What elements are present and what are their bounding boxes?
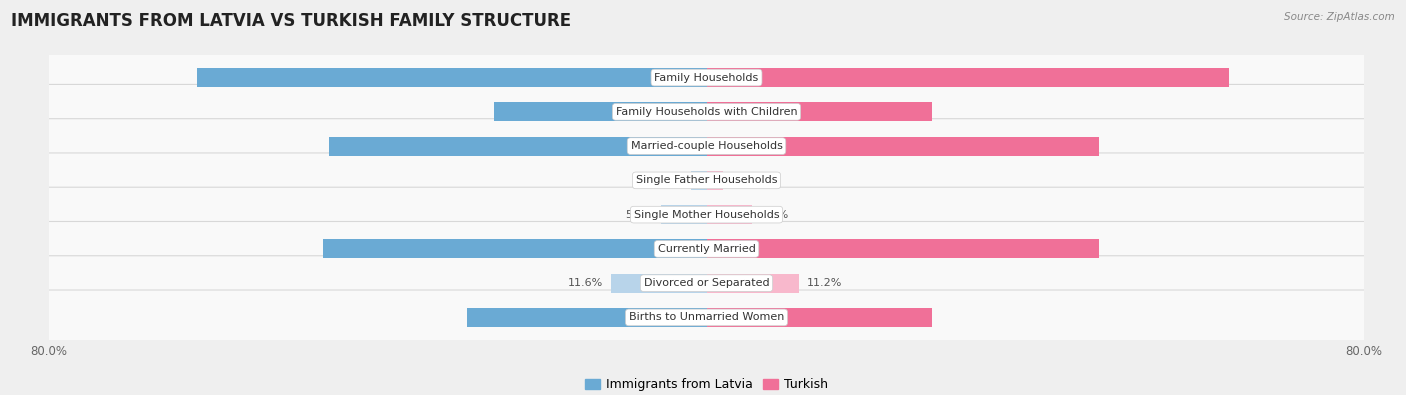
Bar <box>329 137 707 156</box>
Text: 47.8%: 47.8% <box>688 141 723 151</box>
Text: 47.8%: 47.8% <box>688 244 723 254</box>
Bar <box>707 274 799 293</box>
Bar <box>690 171 707 190</box>
Text: 63.6%: 63.6% <box>688 73 723 83</box>
Text: Source: ZipAtlas.com: Source: ZipAtlas.com <box>1284 12 1395 22</box>
Text: Currently Married: Currently Married <box>658 244 755 254</box>
Bar <box>707 102 932 121</box>
Text: 1.9%: 1.9% <box>654 175 683 185</box>
Text: Family Households with Children: Family Households with Children <box>616 107 797 117</box>
Text: 25.9%: 25.9% <box>690 107 725 117</box>
Text: Family Households: Family Households <box>654 73 759 83</box>
Text: Single Father Households: Single Father Households <box>636 175 778 185</box>
Text: 5.5%: 5.5% <box>759 210 789 220</box>
Bar <box>467 308 707 327</box>
Text: 11.2%: 11.2% <box>807 278 842 288</box>
FancyBboxPatch shape <box>42 50 1371 105</box>
Bar <box>707 308 932 327</box>
FancyBboxPatch shape <box>42 256 1371 310</box>
Bar <box>707 68 1229 87</box>
FancyBboxPatch shape <box>42 85 1371 139</box>
FancyBboxPatch shape <box>42 290 1371 345</box>
Bar <box>197 68 707 87</box>
FancyBboxPatch shape <box>42 187 1371 242</box>
FancyBboxPatch shape <box>42 222 1371 276</box>
Text: 46.7%: 46.7% <box>690 244 725 254</box>
Bar <box>707 171 723 190</box>
Text: Births to Unmarried Women: Births to Unmarried Women <box>628 312 785 322</box>
Text: 27.4%: 27.4% <box>688 312 723 322</box>
Text: 46.0%: 46.0% <box>690 141 725 151</box>
Text: Married-couple Households: Married-couple Households <box>630 141 783 151</box>
Text: 27.4%: 27.4% <box>688 107 723 117</box>
Text: 2.0%: 2.0% <box>731 175 759 185</box>
Text: Single Mother Households: Single Mother Households <box>634 210 779 220</box>
FancyBboxPatch shape <box>42 153 1371 208</box>
FancyBboxPatch shape <box>42 118 1371 173</box>
Text: IMMIGRANTS FROM LATVIA VS TURKISH FAMILY STRUCTURE: IMMIGRANTS FROM LATVIA VS TURKISH FAMILY… <box>11 12 571 30</box>
Legend: Immigrants from Latvia, Turkish: Immigrants from Latvia, Turkish <box>579 373 834 395</box>
Bar <box>707 137 1099 156</box>
Bar <box>707 239 1099 258</box>
Text: Divorced or Separated: Divorced or Separated <box>644 278 769 288</box>
Bar <box>707 205 752 224</box>
Bar <box>661 205 707 224</box>
Text: 11.6%: 11.6% <box>568 278 603 288</box>
Text: 62.0%: 62.0% <box>690 73 725 83</box>
Bar <box>494 102 707 121</box>
Text: 5.5%: 5.5% <box>624 210 654 220</box>
Bar <box>323 239 707 258</box>
Text: 29.1%: 29.1% <box>690 312 725 322</box>
Bar <box>612 274 707 293</box>
